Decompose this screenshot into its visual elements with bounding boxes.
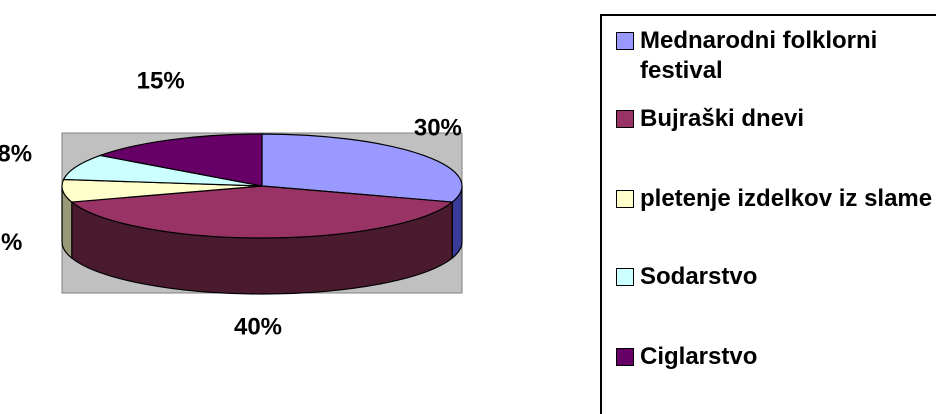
- legend: Mednarodni folklorni festival Bujraški d…: [600, 14, 936, 414]
- pie-slice: [97, 133, 263, 187]
- pie-chart: 30% 40% 7% 8% 15%: [0, 68, 463, 341]
- data-label: 8%: [0, 140, 32, 167]
- legend-label: Sodarstvo: [640, 263, 758, 290]
- data-label: 7%: [0, 229, 22, 256]
- pie-slice: [70, 185, 454, 239]
- legend-item: pletenje izdelkov iz slame: [616, 184, 936, 214]
- legend-label: Ciglarstvo: [640, 343, 758, 370]
- data-label: 40%: [234, 314, 282, 341]
- legend-swatch: [616, 32, 634, 50]
- pie-slices: [61, 133, 463, 239]
- data-labels: 30% 40% 7% 8% 15%: [0, 68, 462, 341]
- pie-slice: [62, 154, 263, 187]
- legend-swatch: [616, 190, 634, 208]
- legend-item: Sodarstvo: [616, 262, 936, 292]
- legend-swatch: [616, 268, 634, 286]
- data-label: 15%: [137, 68, 185, 95]
- legend-swatch: [616, 348, 634, 366]
- legend-item: Bujraški dnevi: [616, 104, 936, 134]
- pie-sides: [61, 185, 463, 295]
- legend-item: Ciglarstvo: [616, 342, 936, 372]
- legend-label: Mednarodni folklorni festival: [640, 27, 878, 84]
- data-label: 30%: [414, 115, 462, 142]
- legend-item: Mednarodni folklorni festival: [616, 26, 936, 86]
- pie-slice: [261, 133, 463, 203]
- legend-label: pletenje izdelkov iz slame: [640, 185, 933, 212]
- legend-label: Bujraški dnevi: [640, 105, 805, 132]
- legend-swatch: [616, 110, 634, 128]
